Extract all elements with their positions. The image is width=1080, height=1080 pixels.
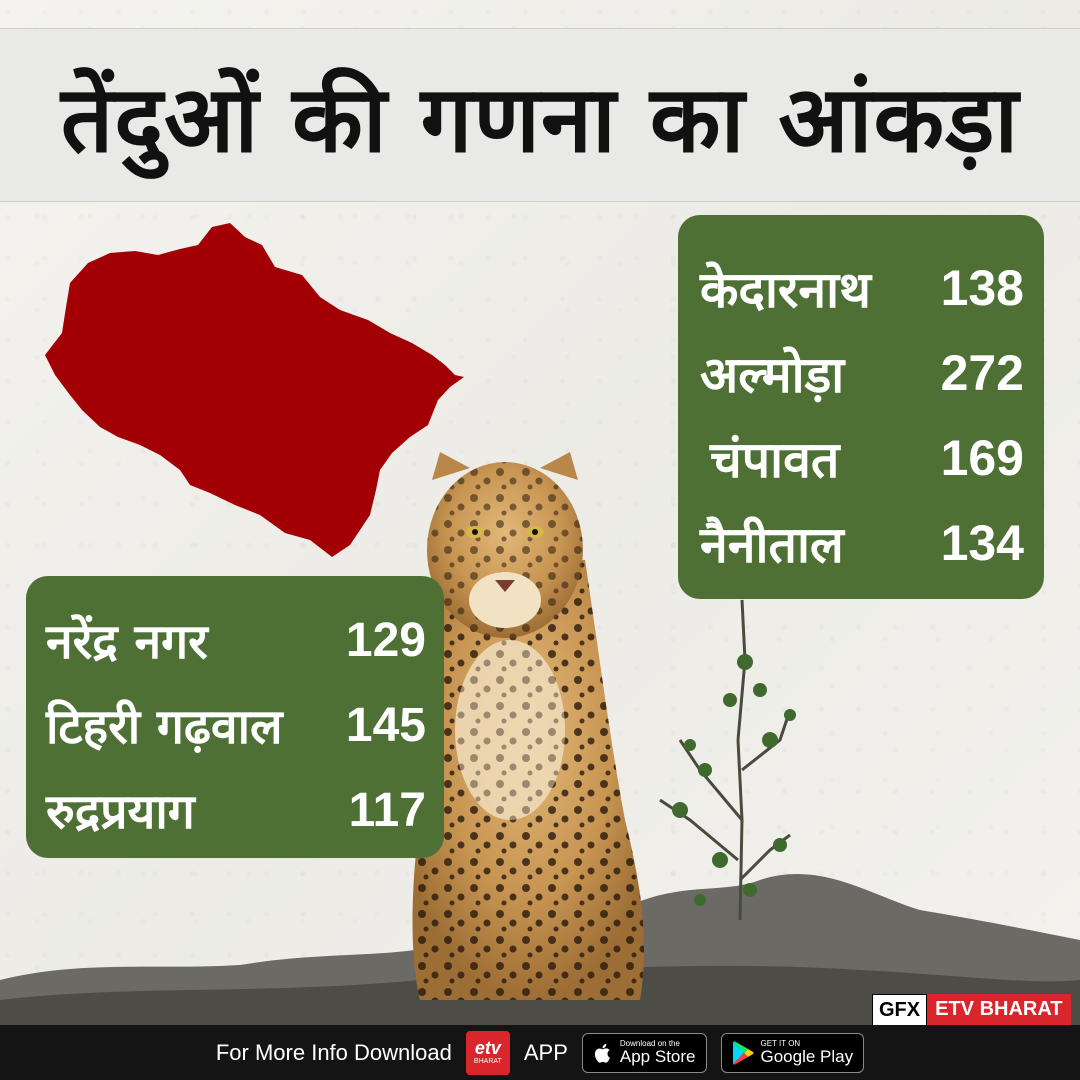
district-name: चंपावत <box>710 430 840 489</box>
right-stats-panel: केदारनाथ 138 अल्मोड़ा 272 चंपावत 169 नैन… <box>678 215 1044 599</box>
district-name: नैनीताल <box>700 515 844 574</box>
district-name: केदारनाथ <box>700 260 871 319</box>
apple-icon <box>594 1043 610 1063</box>
district-count: 145 <box>345 699 426 752</box>
district-count: 129 <box>345 614 426 667</box>
district-name: रुद्रप्रयाग <box>46 784 195 840</box>
list-item: नैनीताल 134 <box>700 500 1024 585</box>
uttarakhand-map-icon <box>45 223 464 557</box>
list-item: केदारनाथ 138 <box>700 245 1024 330</box>
google-play-big-text: Google Play <box>760 1047 854 1066</box>
app-store-small-text: Download on the <box>619 1039 680 1048</box>
list-item: चंपावत 169 <box>700 415 1024 500</box>
list-item: टिहरी गढ़वाल 145 <box>46 683 426 768</box>
footer-app-label: APP <box>523 1039 568 1065</box>
district-count: 134 <box>940 514 1024 571</box>
play-store-icon <box>732 1040 753 1065</box>
etv-logo-main: etv <box>474 1038 501 1058</box>
list-item: रुद्रप्रयाग 117 <box>46 768 426 853</box>
list-item: अल्मोड़ा 272 <box>700 330 1024 415</box>
leopard-illustration <box>0 452 1080 1030</box>
gfx-label: GFX <box>872 994 928 1026</box>
etv-bharat-logo[interactable]: etv BHARAT <box>465 1030 510 1075</box>
district-count: 169 <box>940 429 1024 486</box>
district-count: 272 <box>940 344 1024 401</box>
district-name: नरेंद्र नगर <box>46 614 208 670</box>
title-bar: तेंदुओं की गणना का आंकड़ा <box>0 28 1080 202</box>
district-name: अल्मोड़ा <box>700 345 845 404</box>
footer-info-text: For More Info Download <box>215 1039 452 1065</box>
district-name: टिहरी गढ़वाल <box>46 699 283 755</box>
app-store-big-text: App Store <box>619 1047 696 1066</box>
google-play-small-text: GET IT ON <box>760 1039 801 1048</box>
brand-label: ETV BHARAT <box>927 994 1071 1026</box>
district-count: 117 <box>348 784 426 837</box>
footer-bar: For More Info Download etv BHARAT APP Do… <box>0 1025 1080 1080</box>
district-count: 138 <box>940 259 1024 316</box>
gfx-watermark: GFX ETV BHARAT <box>872 994 1071 1026</box>
google-play-button[interactable]: GET IT ON Google Play <box>720 1032 865 1073</box>
page-title: तेंदुओं की गणना का आंकड़ा <box>60 65 1020 173</box>
etv-logo-sub: BHARAT <box>473 1058 502 1065</box>
list-item: नरेंद्र नगर 129 <box>46 598 426 683</box>
left-stats-panel: नरेंद्र नगर 129 टिहरी गढ़वाल 145 रुद्रप्… <box>26 576 444 858</box>
app-store-button[interactable]: Download on the App Store <box>581 1032 707 1073</box>
